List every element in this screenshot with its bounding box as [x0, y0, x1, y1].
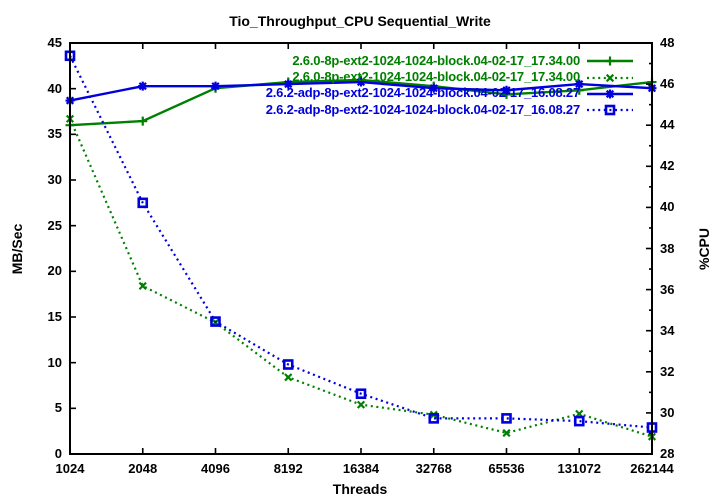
legend-entry: 2.6.0-8p-ext2-1024-1024-block.04-02-17_1…	[266, 68, 633, 84]
y-tick-label: 20	[47, 263, 62, 279]
x-tick-label: 1024	[55, 461, 85, 476]
x-tick-label: 131072	[557, 461, 601, 476]
y2-axis-label: %CPU	[696, 227, 712, 271]
y2-tick-label: 46	[660, 76, 675, 92]
y2-tick-label: 44	[660, 117, 675, 133]
y2-tick-label: 42	[660, 158, 675, 174]
y-tick-label: 5	[54, 400, 62, 416]
legend-label: 2.6.2-adp-8p-ext2-1024-1024-block.04-02-…	[265, 101, 580, 117]
y2-tick-label: 40	[660, 199, 675, 215]
y-tick-label: 25	[47, 217, 62, 233]
x-tick-label: 32768	[415, 461, 452, 476]
x-tick-label: 8192	[273, 461, 303, 476]
x-tick-label: 2048	[128, 461, 158, 476]
y2-tick-label: 38	[660, 240, 675, 256]
legend-label: 2.6.2-adp-8p-ext2-1024-1024-block.04-02-…	[265, 85, 580, 101]
y2-tick-label: 34	[660, 322, 675, 338]
series-3	[64, 50, 658, 433]
y-tick-label: 40	[47, 80, 62, 96]
chart-title: Tio_Throughput_CPU Sequential_Write	[229, 13, 491, 29]
legend-entry: 2.6.2-adp-8p-ext2-1024-1024-block.04-02-…	[266, 85, 633, 101]
y-tick-label: 35	[47, 126, 62, 142]
y-tick-label: 0	[54, 446, 62, 461]
legend-entry: 2.6.0-8p-ext2-1024-1024-block.04-02-17_1…	[266, 52, 633, 68]
series-1	[65, 114, 657, 441]
x-tick-label: 16384	[342, 461, 380, 476]
legend-label: 2.6.0-8p-ext2-1024-1024-block.04-02-17_1…	[292, 69, 580, 85]
y2-tick-label: 30	[660, 404, 675, 420]
x-tick-label: 4096	[201, 461, 230, 476]
axis-ticks	[69, 42, 653, 455]
x-axis-label: Threads	[332, 481, 388, 497]
legend-sample-cross-marker-icon	[587, 71, 633, 83]
x-tick-label: 262144	[630, 461, 674, 476]
y-tick-label: 15	[47, 309, 62, 324]
legend-entry: 2.6.2-adp-8p-ext2-1024-1024-block.04-02-…	[266, 101, 633, 117]
legend-sample-plus-marker-icon	[587, 54, 633, 66]
y2-tick-label: 48	[660, 35, 675, 50]
y-tick-label: 45	[47, 35, 62, 50]
legend-sample-asterisk-marker-icon	[587, 87, 633, 99]
y2-tick-label: 28	[660, 446, 675, 461]
legend: 2.6.0-8p-ext2-1024-1024-block.04-02-17_1…	[266, 52, 633, 118]
y-tick-label: 10	[47, 354, 62, 370]
y-tick-label: 30	[47, 172, 62, 187]
y2-tick-label: 32	[660, 363, 675, 379]
legend-sample-square-marker-icon	[587, 103, 633, 116]
legend-label: 2.6.0-8p-ext2-1024-1024-block.04-02-17_1…	[292, 52, 580, 68]
y2-tick-label: 36	[660, 281, 675, 297]
x-tick-label: 65536	[488, 461, 525, 476]
